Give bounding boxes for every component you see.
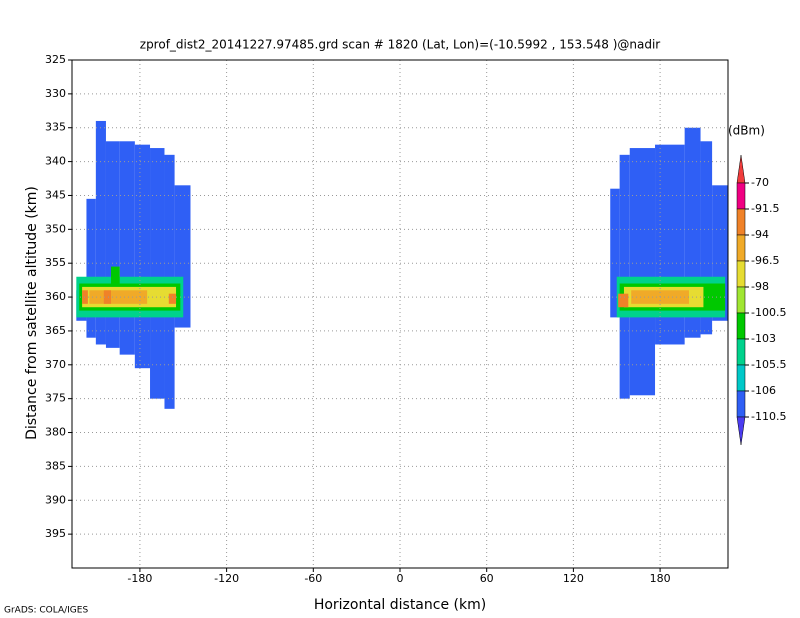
cell [89, 290, 148, 304]
x-tick-label: 180 [650, 572, 671, 585]
x-tick-label: 0 [397, 572, 404, 585]
x-tick-label: -120 [214, 572, 239, 585]
cell [700, 141, 713, 335]
colorbar-segment [736, 312, 746, 340]
plot-frame [71, 59, 729, 569]
colorbar-tick-label: -103 [751, 332, 776, 345]
colorbar-segment [736, 286, 746, 314]
y-tick-label: 340 [45, 155, 66, 168]
y-tick-label: 385 [45, 459, 66, 472]
colorbar-tick-label: -70 [751, 176, 769, 189]
y-tick-label: 330 [45, 87, 66, 100]
cell [619, 154, 630, 399]
colorbar-tick-label: -105.5 [751, 358, 786, 371]
colorbar-segment [736, 182, 746, 210]
colorbar-segment [736, 416, 746, 446]
cell [119, 141, 135, 355]
x-tick-label: 120 [563, 572, 584, 585]
colorbar-tick-label: -100.5 [751, 306, 786, 319]
x-tick-label: -60 [304, 572, 322, 585]
x-tick-label: -180 [127, 572, 152, 585]
cell [168, 293, 177, 304]
y-tick-label: 375 [45, 392, 66, 405]
colorbar-tick-label: -94 [751, 228, 769, 241]
y-tick-label: 325 [45, 53, 66, 66]
y-tick-label: 380 [45, 426, 66, 439]
y-tick-label: 395 [45, 527, 66, 540]
y-tick-label: 370 [45, 358, 66, 371]
colorbar-tick-label: -106 [751, 384, 776, 397]
colorbar-segment [736, 260, 746, 288]
cell [610, 188, 620, 318]
colorbar-label: (dBm) [728, 124, 765, 138]
cell [82, 290, 88, 304]
y-axis-label: Distance from satellite altitude (km) [24, 186, 40, 440]
cell [150, 148, 165, 399]
cell [618, 293, 629, 308]
footer: GrADS: COLA/IGES [4, 606, 88, 616]
y-tick-label: 390 [45, 493, 66, 506]
colorbar-segment [736, 390, 746, 418]
y-tick-label: 350 [45, 222, 66, 235]
cell [111, 266, 120, 284]
y-tick-label: 335 [45, 121, 66, 134]
y-tick-label: 345 [45, 188, 66, 201]
cell [103, 290, 112, 304]
colorbar-segment [736, 338, 746, 366]
cell [134, 144, 151, 369]
colorbar-tick-label: -98 [751, 280, 769, 293]
colorbar-tick-label: -110.5 [751, 410, 786, 423]
colorbar-segment [736, 364, 746, 392]
x-axis-label: Horizontal distance (km) [314, 597, 486, 613]
x-tick-label: 60 [480, 572, 494, 585]
y-tick-label: 355 [45, 256, 66, 269]
colorbar-tick-label: -91.5 [751, 202, 779, 215]
y-tick-label: 365 [45, 324, 66, 337]
y-tick-label: 360 [45, 290, 66, 303]
colorbar-segment [736, 208, 746, 236]
cell [86, 198, 96, 338]
colorbar-tick-label: -96.5 [751, 254, 779, 267]
cell [95, 120, 106, 345]
colorbar-segment [736, 234, 746, 262]
cell [629, 148, 656, 396]
chart-title: zprof_dist2_20141227.97485.grd scan # 18… [140, 38, 661, 52]
